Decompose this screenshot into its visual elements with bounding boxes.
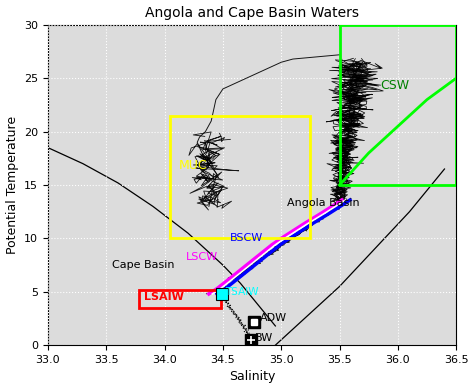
Text: TSAIW: TSAIW xyxy=(225,287,259,297)
Text: CSW: CSW xyxy=(380,79,410,92)
X-axis label: Salinity: Salinity xyxy=(229,370,275,384)
Bar xyxy=(139,290,220,308)
Y-axis label: Potential Temperature: Potential Temperature xyxy=(6,116,18,254)
Text: ADW: ADW xyxy=(260,313,287,322)
Text: Angola Basin: Angola Basin xyxy=(287,198,360,209)
Text: BSCW: BSCW xyxy=(230,233,263,243)
Text: MUC: MUC xyxy=(179,159,207,172)
Text: Cape Basin: Cape Basin xyxy=(112,260,174,270)
Bar xyxy=(339,25,456,185)
Text: LSAIW: LSAIW xyxy=(144,292,183,302)
Bar xyxy=(171,116,310,238)
Text: BW: BW xyxy=(255,333,273,343)
Text: LSCW: LSCW xyxy=(186,252,218,262)
Title: Angola and Cape Basin Waters: Angola and Cape Basin Waters xyxy=(145,5,359,19)
